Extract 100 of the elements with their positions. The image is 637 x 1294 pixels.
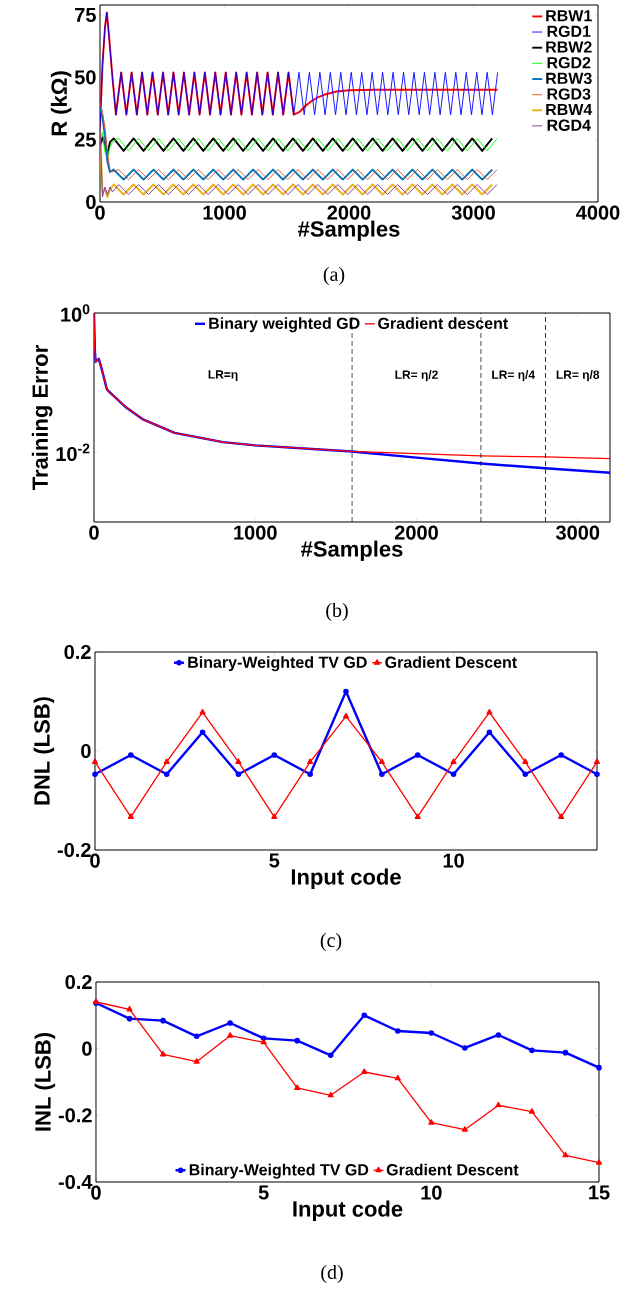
line-series	[100, 131, 498, 158]
x-tick-label: 3000	[555, 525, 600, 540]
text: (b)	[326, 602, 348, 622]
x-tick-label: 15	[589, 1185, 610, 1200]
point	[528, 1108, 535, 1114]
text: (d)	[321, 1264, 343, 1284]
legend-label: RGD1	[547, 25, 591, 38]
point	[91, 758, 99, 764]
legend-label: Binary-Weighted TV GD	[188, 656, 367, 672]
point	[495, 1032, 502, 1038]
point	[163, 758, 170, 764]
point	[461, 1126, 468, 1132]
y-tick-label: -0.2	[57, 842, 91, 858]
y-tick-label: 10$^{0}$	[61, 304, 90, 322]
point	[562, 1151, 569, 1158]
point	[486, 729, 493, 735]
y-tick-label: 50	[74, 70, 96, 85]
point	[596, 1064, 602, 1071]
point	[327, 1052, 334, 1059]
y-tick-label: 0	[81, 743, 91, 759]
annotation: LR= η/8	[556, 370, 600, 382]
point	[428, 1030, 435, 1036]
legend-label: Gradient Descent	[385, 656, 517, 668]
point	[193, 1058, 200, 1064]
point	[378, 758, 385, 764]
point	[450, 758, 457, 764]
point	[562, 1049, 569, 1056]
point	[462, 1045, 468, 1051]
point	[394, 1028, 401, 1034]
point	[522, 771, 529, 778]
text: (a)	[323, 266, 345, 286]
point	[529, 1047, 535, 1054]
x-tick-label: 3000	[451, 205, 495, 220]
point	[271, 752, 278, 758]
legend-label: Binary weighted GD	[209, 317, 360, 333]
y-tick-label: 0.2	[65, 974, 92, 990]
x-axis-title: Input code	[291, 868, 401, 890]
point	[414, 752, 421, 758]
x-tick-label: 5	[269, 853, 280, 868]
legend-label: RGD4	[547, 119, 591, 131]
legend-label: RGD2	[547, 57, 591, 69]
legend-label: RBW4	[546, 104, 593, 116]
x-tick-label: 2000	[327, 205, 371, 220]
point	[128, 752, 134, 758]
point	[294, 1037, 300, 1044]
annotation: LR= η/4	[492, 370, 535, 382]
point	[342, 712, 350, 719]
point	[558, 752, 564, 758]
y-tick-label: 0	[86, 194, 96, 210]
point	[307, 771, 313, 778]
legend-label: RBW2	[546, 41, 592, 53]
point	[227, 1020, 233, 1026]
y-axis-title: R (kΩ)	[50, 71, 72, 136]
x-tick-label: 10	[421, 1185, 442, 1200]
point	[199, 729, 206, 735]
legend-label: RGD3	[547, 88, 591, 100]
y-tick-label: -0.4	[58, 1174, 93, 1190]
legend-label: Binary-Weighted TV GD	[189, 1163, 369, 1179]
legend-label: RBW3	[546, 72, 592, 85]
point	[495, 1101, 502, 1108]
point	[593, 758, 601, 764]
point	[199, 708, 206, 715]
y-tick-label: 0	[82, 1041, 92, 1056]
y-axis-title: INL (LSB)	[34, 1033, 56, 1131]
annotation: LR=η	[208, 370, 238, 382]
x-tick-label: 10	[443, 853, 464, 868]
point	[227, 1032, 234, 1038]
x-tick-label: 5	[258, 1185, 269, 1200]
point	[522, 758, 529, 764]
point	[394, 1074, 401, 1081]
x-axis-title: Input code	[293, 1200, 403, 1222]
x-tick-label: 1000	[234, 525, 277, 540]
point	[327, 1091, 334, 1098]
point	[126, 1005, 133, 1012]
x-axis-title: #Samples	[301, 540, 403, 562]
point	[163, 771, 170, 778]
point	[428, 1119, 435, 1125]
y-tick-label: 25	[74, 132, 96, 147]
point	[558, 813, 565, 819]
x-tick-label: 2000	[394, 525, 438, 540]
point	[595, 1159, 603, 1165]
legend-label: Gradient Descent	[386, 1163, 519, 1176]
point	[127, 813, 134, 819]
x-tick-label: 4000	[576, 205, 620, 220]
point	[361, 1068, 368, 1075]
point	[486, 708, 493, 715]
point	[379, 771, 385, 778]
point	[92, 771, 98, 778]
y-axis-title: Training Error	[31, 345, 53, 490]
y-tick-label: -0.2	[58, 1108, 92, 1123]
point	[361, 1012, 368, 1019]
y-tick-label: 10$^{-2}$	[56, 443, 90, 462]
legend-label: Gradient descent	[378, 317, 508, 329]
point	[126, 1015, 133, 1022]
x-axis-title: #Samples	[298, 220, 400, 242]
y-tick-label: 75	[75, 8, 96, 22]
point	[450, 771, 457, 778]
point	[271, 813, 278, 819]
point	[235, 771, 242, 778]
point	[159, 1050, 167, 1057]
